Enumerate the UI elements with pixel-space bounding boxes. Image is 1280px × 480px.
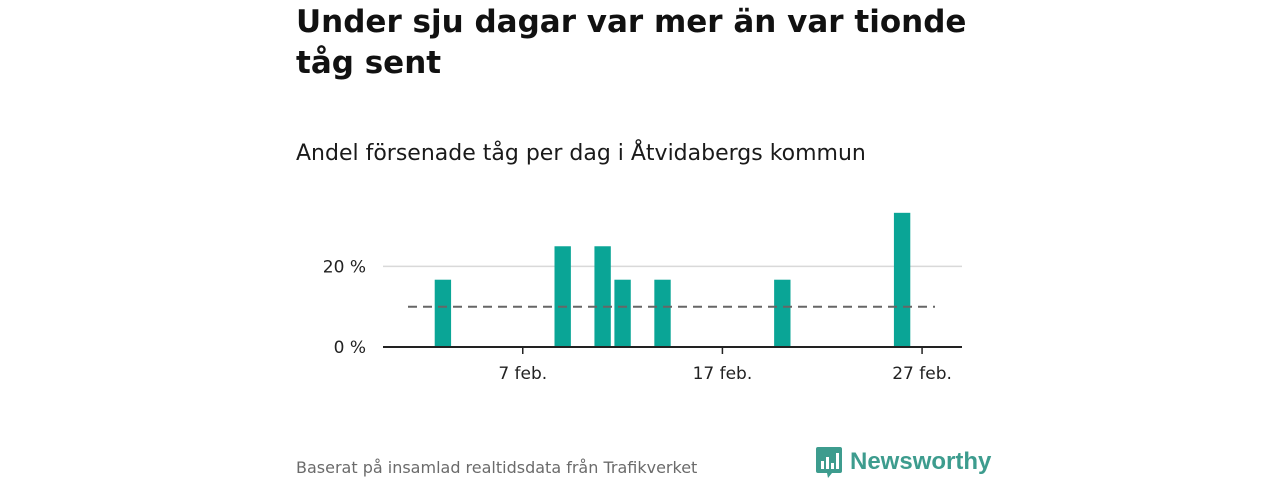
y-tick-label: 0 % [334,338,366,358]
axes: 0 % 20 % 7 feb. 17 feb. 27 feb. [323,257,962,384]
bar [654,279,671,347]
x-tick-label: 7 feb. [498,364,547,384]
x-tick-label: 27 feb. [892,364,952,384]
brand-name: Newsworthy [850,448,992,475]
bar-chart: 0 % 20 % 7 feb. 17 feb. 27 feb. [323,212,962,384]
chart-title: Under sju dagar var mer än var tionde tå… [296,4,967,81]
bar [594,246,611,347]
bar-chart-logo-icon [816,447,842,478]
source-note: Baserat på insamlad realtidsdata från Tr… [296,458,698,477]
bar [893,212,911,347]
chart-subtitle: Andel försenade tåg per dag i Åtvidaberg… [296,141,866,166]
bar [434,279,452,347]
bar [614,279,631,347]
bar [774,279,791,347]
bars [434,212,911,347]
x-tick-label: 17 feb. [693,364,753,384]
brand-logo: Newsworthy [815,445,991,479]
bar [554,246,571,347]
y-tick-label: 20 % [323,257,366,277]
